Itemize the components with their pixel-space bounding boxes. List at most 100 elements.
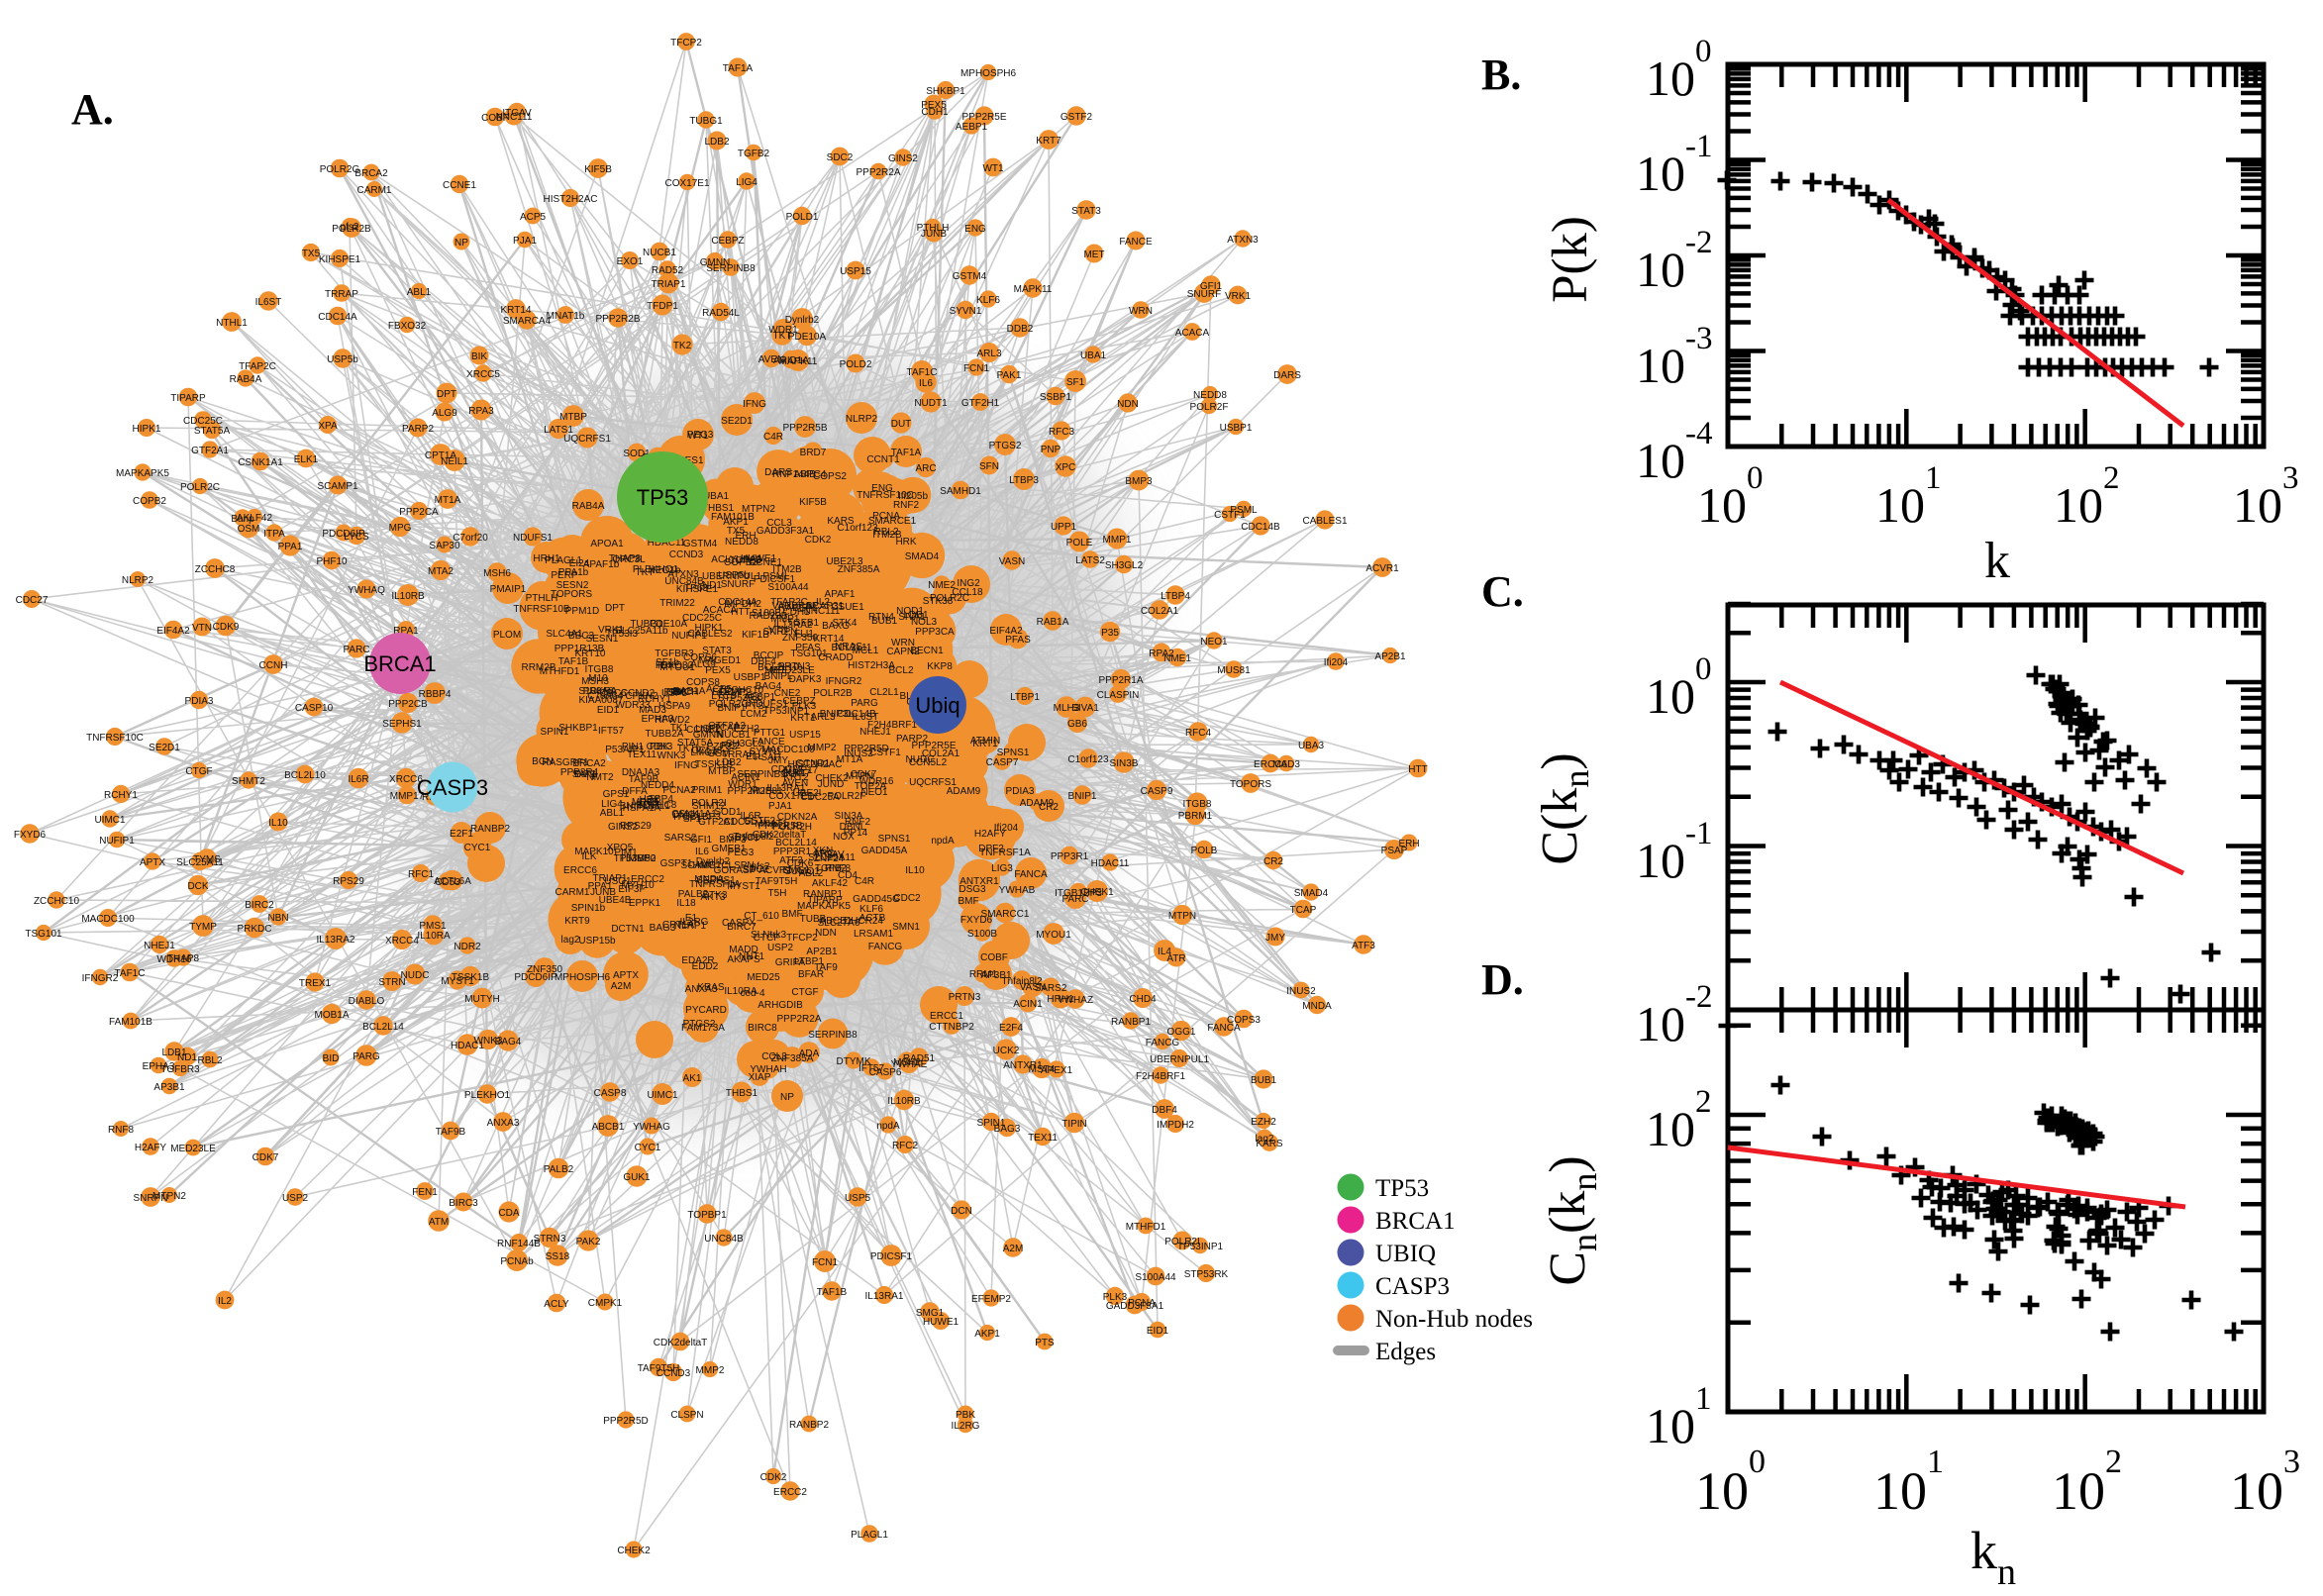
- svg-text:PEX5: PEX5: [705, 665, 731, 676]
- svg-text:CASP9: CASP9: [1141, 786, 1173, 797]
- svg-text:PPM1D: PPM1D: [565, 606, 599, 617]
- svg-text:CASP7: CASP7: [986, 757, 1019, 768]
- svg-text:DCTN1: DCTN1: [611, 924, 645, 935]
- svg-text:10: 10: [1636, 338, 1685, 393]
- svg-text:THAP8: THAP8: [167, 953, 200, 964]
- svg-text:PMAIP1: PMAIP1: [490, 584, 527, 595]
- svg-text:RRM1: RRM1: [969, 969, 998, 980]
- svg-text:ARL3: ARL3: [976, 349, 1001, 359]
- svg-text:TNFRSF10B: TNFRSF10B: [513, 604, 570, 615]
- svg-text:KRAS: KRAS: [697, 982, 725, 993]
- svg-text:TP53INP1: TP53INP1: [763, 706, 810, 717]
- svg-text:1: 1: [1927, 1444, 1944, 1480]
- svg-text:CPT1A: CPT1A: [425, 450, 457, 461]
- svg-text:IL10: IL10: [905, 865, 925, 876]
- svg-text:TRIM22: TRIM22: [659, 598, 695, 609]
- svg-text:GORASP: GORASP: [714, 865, 757, 876]
- svg-text:RAD52: RAD52: [652, 265, 684, 276]
- svg-text:KARS: KARS: [1256, 1139, 1283, 1149]
- svg-text:CYC1: CYC1: [635, 1143, 661, 1153]
- svg-text:S100A44: S100A44: [767, 582, 809, 593]
- svg-text:KRT7: KRT7: [1036, 136, 1061, 147]
- svg-text:ACACA: ACACA: [703, 605, 738, 616]
- svg-text:KIHSPE1: KIHSPE1: [319, 254, 361, 265]
- svg-text:INUS2: INUS2: [844, 748, 873, 759]
- svg-text:TAF1C: TAF1C: [115, 968, 146, 979]
- svg-text:CCND3: CCND3: [656, 1368, 691, 1379]
- svg-text:H2AFY: H2AFY: [974, 829, 1007, 840]
- svg-text:MTPN: MTPN: [1168, 911, 1196, 922]
- svg-text:SFN: SFN: [979, 461, 999, 472]
- svg-text:BID: BID: [323, 1053, 340, 1064]
- svg-text:RAD23B: RAD23B: [750, 611, 788, 622]
- svg-text:D.: D.: [1481, 955, 1524, 1004]
- svg-text:ABCB1: ABCB1: [592, 1122, 625, 1133]
- svg-text:POLR2B: POLR2B: [332, 224, 371, 235]
- svg-text:RRM2B: RRM2B: [521, 662, 556, 673]
- svg-text:10: 10: [1636, 833, 1685, 888]
- svg-text:GUK1: GUK1: [623, 1172, 651, 1183]
- svg-text:ERH: ERH: [1398, 839, 1419, 849]
- svg-text:E1: E1: [685, 913, 698, 924]
- svg-text:DFFA: DFFA: [622, 786, 648, 797]
- svg-text:IFT57: IFT57: [598, 726, 625, 737]
- svg-text:IL13RA2: IL13RA2: [317, 935, 355, 946]
- svg-text:C(kn): C(kn): [1532, 752, 1596, 864]
- svg-text:CTGF: CTGF: [791, 987, 818, 998]
- svg-text:PPP2R1A: PPP2R1A: [1098, 675, 1143, 686]
- svg-text:Edges: Edges: [1375, 1339, 1436, 1365]
- svg-text:RANBP2: RANBP2: [789, 1420, 829, 1431]
- svg-text:XPC: XPC: [1056, 462, 1076, 473]
- svg-text:YWHAQ: YWHAQ: [348, 585, 385, 596]
- svg-text:BIK: BIK: [471, 351, 487, 362]
- svg-text:IL2: IL2: [218, 1296, 232, 1307]
- svg-text:POLD2: POLD2: [840, 359, 872, 370]
- svg-text:TP53: TP53: [1375, 1175, 1429, 1202]
- svg-text:FANCG: FANCG: [1146, 1038, 1180, 1048]
- svg-text:HUWE1: HUWE1: [923, 1317, 960, 1328]
- svg-text:RNF2: RNF2: [893, 500, 920, 511]
- svg-text:10: 10: [1873, 1461, 1927, 1521]
- svg-text:10: 10: [1636, 242, 1685, 297]
- svg-text:KKP8: KKP8: [927, 661, 953, 672]
- svg-text:KRT14: KRT14: [501, 305, 532, 316]
- svg-text:COPS2: COPS2: [813, 471, 847, 482]
- svg-text:EDD2: EDD2: [692, 961, 719, 972]
- svg-text:SIN3B: SIN3B: [1110, 758, 1139, 769]
- svg-text:WDR33: WDR33: [615, 700, 650, 711]
- svg-text:CT_610: CT_610: [744, 911, 779, 922]
- svg-text:PRKDC: PRKDC: [237, 924, 271, 935]
- svg-text:KRT1: KRT1: [972, 739, 998, 749]
- svg-text:CDK3: CDK3: [647, 742, 673, 752]
- svg-text:EZH2: EZH2: [1251, 1117, 1276, 1128]
- svg-text:CASP3: CASP3: [1375, 1273, 1450, 1300]
- svg-text:PJA1: PJA1: [513, 236, 537, 247]
- svg-text:UBIQ: UBIQ: [1375, 1241, 1436, 1267]
- svg-text:PALB2: PALB2: [544, 1164, 574, 1175]
- svg-text:POLR2F: POLR2F: [1190, 402, 1229, 413]
- svg-text:SPIN1: SPIN1: [977, 1118, 1006, 1129]
- svg-text:COPS6: COPS6: [683, 652, 717, 663]
- svg-text:CARM1: CARM1: [555, 887, 589, 898]
- svg-text:SMARCC1: SMARCC1: [981, 909, 1030, 920]
- svg-text:UIMC1: UIMC1: [94, 815, 126, 826]
- svg-text:10: 10: [2054, 477, 2103, 533]
- svg-text:BRCA1: BRCA1: [363, 651, 436, 676]
- svg-text:PPP2R2A: PPP2R2A: [776, 1014, 821, 1025]
- svg-text:MADD: MADD: [729, 945, 758, 955]
- svg-text:TP53INP1: TP53INP1: [1177, 1242, 1224, 1252]
- svg-text:SH3GL2: SH3GL2: [1105, 560, 1144, 571]
- svg-text:NME1: NME1: [1163, 653, 1191, 664]
- svg-text:ARHGDIB: ARHGDIB: [758, 1000, 803, 1011]
- svg-text:CDC14A: CDC14A: [318, 312, 357, 323]
- svg-text:SEPHS1: SEPHS1: [382, 719, 422, 730]
- svg-text:CDK7: CDK7: [851, 769, 877, 780]
- svg-text:TOP2A: TOP2A: [855, 781, 887, 792]
- svg-text:SERPINB8: SERPINB8: [706, 263, 756, 274]
- svg-text:NTHL1: NTHL1: [216, 318, 248, 329]
- svg-text:MT1A: MT1A: [435, 495, 461, 506]
- svg-text:STK3: STK3: [702, 890, 727, 901]
- svg-text:MAPK11: MAPK11: [1014, 284, 1053, 295]
- svg-text:PLAGL1: PLAGL1: [851, 1530, 888, 1541]
- svg-text:MYST1: MYST1: [441, 976, 474, 987]
